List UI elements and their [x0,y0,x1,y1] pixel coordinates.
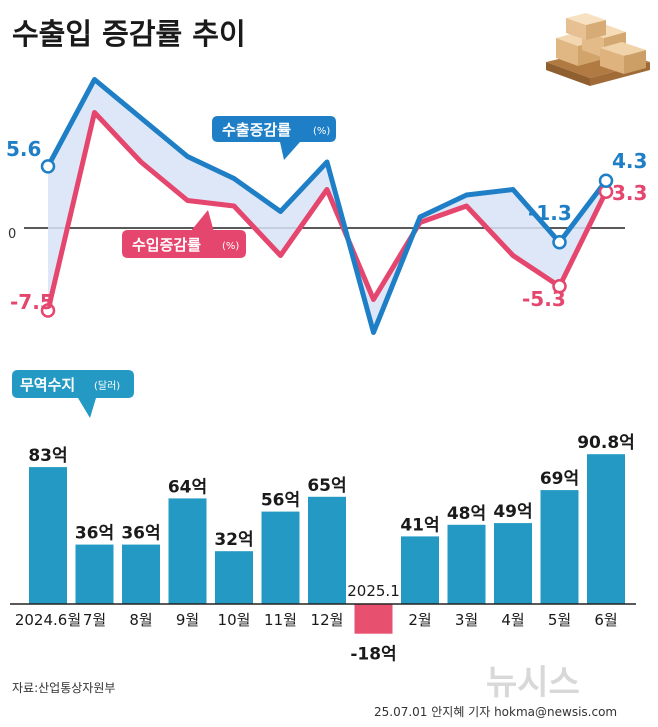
chart-title: 수출입 증감률 추이 [12,17,246,51]
bar-month-label: 9월 [176,611,199,629]
bar-month-label: 2024.6월 [15,611,81,629]
trade-balance-bar [261,511,300,604]
import-legend-unit: (%) [222,241,239,252]
trade-balance-bar [122,544,160,604]
export-rate-point [40,159,56,174]
export-first-label: 5.6 [6,137,41,161]
bar-value-label: -18억 [350,645,396,665]
trade-balance-header: 무역수지 (달러) [12,370,134,418]
import-may-label: -5.3 [522,287,566,311]
trade-balance-title: 무역수지 [20,376,75,394]
bar-value-label: 69억 [540,469,579,489]
bar-month-label: 2025.1 [347,582,400,600]
trade-balance-bar [168,498,207,604]
trade-balance-bar [587,454,625,604]
bar-value-label: 48억 [447,504,486,524]
bar-value-label: 36억 [121,524,160,544]
bar-value-label: 36억 [75,524,114,544]
import-rate-point [552,279,567,294]
trade-balance-bar [540,490,579,604]
trade-balance-bar [401,536,439,604]
import-legend-label: 수입증감률 [132,236,201,254]
bar-month-label: 3월 [455,611,478,629]
bar-month-label: 11월 [264,611,297,629]
bar-month-label: 12월 [311,611,344,629]
export-may-label: -1.3 [528,201,572,225]
trade-balance-bar [354,604,393,634]
byline-credit: 25.07.01 안지혜 기자 hokma@newsis.com [374,705,617,719]
export-last-label: 4.3 [612,149,647,173]
boxes-pallet-icon [546,13,650,86]
export-legend-label: 수출증감률 [222,121,291,139]
trade-balance-bar [447,524,486,604]
trade-balance-bar [29,467,67,604]
line-chart [40,77,614,335]
bar-month-label: 2월 [408,611,431,629]
import-legend: 수입증감률 (%) [122,210,246,258]
export-rate-line [45,77,609,335]
bar-value-label: 49억 [493,502,532,522]
export-legend-unit: (%) [313,126,330,137]
rate-gap-area [48,79,606,333]
bar-value-label: 64억 [168,477,207,497]
bar-month-label: 7월 [83,611,106,629]
bar-month-label: 10월 [218,611,251,629]
import-rate-point [40,303,56,318]
bar-value-label: 90.8억 [577,433,635,453]
import-first-label: -7.5 [10,290,54,314]
bar-month-label: 5월 [548,611,571,629]
trade-balance-unit: (달러) [94,380,120,392]
export-rate-point [598,173,614,188]
import-last-label: 3.3 [612,181,647,205]
bar-value-label: 32억 [214,530,253,550]
bar-month-label: 6월 [594,611,617,629]
bar-month-label: 4월 [501,611,524,629]
bar-value-label: 83억 [28,446,67,466]
bar-value-label: 56억 [261,491,300,511]
bar-month-label: 8월 [129,611,152,629]
trade-balance-bar [75,544,114,604]
trade-balance-bar [494,523,532,604]
export-legend: 수출증감률 (%) [212,116,336,160]
bar-value-label: 65억 [307,476,346,496]
export-rate-point [552,235,567,250]
bar-value-label: 41억 [400,515,439,535]
trade-balance-bar [308,496,346,605]
source-note: 자료:산업통상자원부 [12,681,115,695]
import-rate-line [45,110,609,313]
newsis-watermark-logo: 뉴시스 [486,663,580,703]
bar-chart: 83억 2024.6월 36억 7월 36억 8월 64억 9월 32억 10월 56억 11월 65억… [15,433,635,665]
zero-axis-label: 0 [8,227,16,242]
trade-balance-bar [215,551,253,604]
